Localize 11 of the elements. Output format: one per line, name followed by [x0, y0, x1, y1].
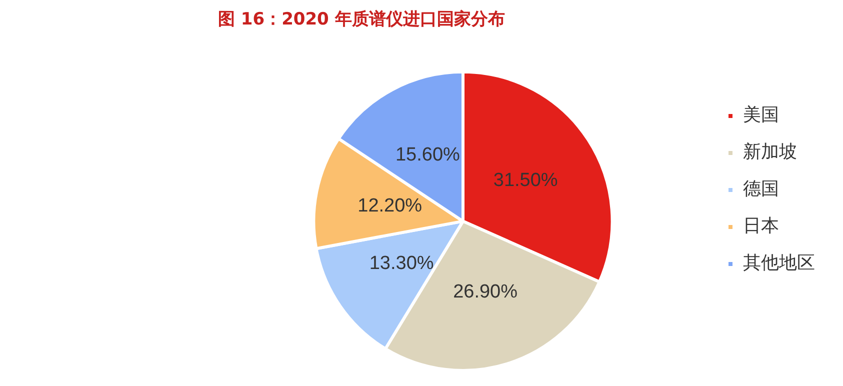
data-label: 26.90% — [453, 282, 518, 303]
legend-label: 美国 — [743, 104, 779, 126]
legend-label: 日本 — [743, 216, 779, 237]
legend-label: 其他地区 — [743, 252, 815, 274]
data-label: 12.20% — [358, 196, 422, 217]
legend-label: 新加坡 — [743, 142, 797, 163]
chart-title: 图 16：2020 年质谱仪进口国家分布 — [218, 10, 505, 30]
data-label: 13.30% — [369, 252, 434, 274]
data-label: 31.50% — [493, 170, 558, 191]
data-label: 15.60% — [395, 144, 460, 166]
legend-label: 德国 — [743, 178, 779, 200]
